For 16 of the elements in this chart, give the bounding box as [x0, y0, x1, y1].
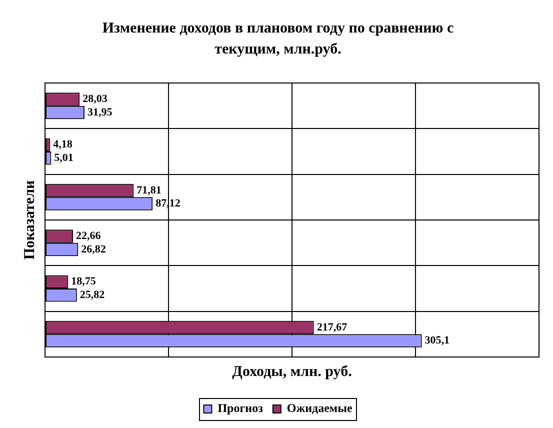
chart-title: Изменение доходов в плановом году по сравнению с текущим, млн.руб.	[102, 20, 454, 58]
data-label: 25,82	[80, 288, 106, 301]
data-label: 31,95	[87, 106, 113, 118]
data-label: 28,03	[82, 93, 108, 106]
legend-label: Прогноз	[218, 401, 264, 416]
data-label: 305,1	[424, 334, 450, 347]
x-axis-title: Доходы, млн. руб.	[232, 364, 352, 380]
data-label: 22,66	[76, 230, 102, 242]
y-axis-title: Показатели	[22, 180, 38, 260]
data-label: 18,75	[71, 276, 96, 288]
data-label: 217,67	[316, 321, 348, 334]
data-label: 5,01	[54, 152, 74, 164]
legend-label: Ожидаемые	[286, 401, 353, 416]
data-label: 26,82	[81, 243, 106, 256]
data-label: 71,81	[136, 184, 162, 196]
data-label: 4,18	[53, 138, 73, 151]
